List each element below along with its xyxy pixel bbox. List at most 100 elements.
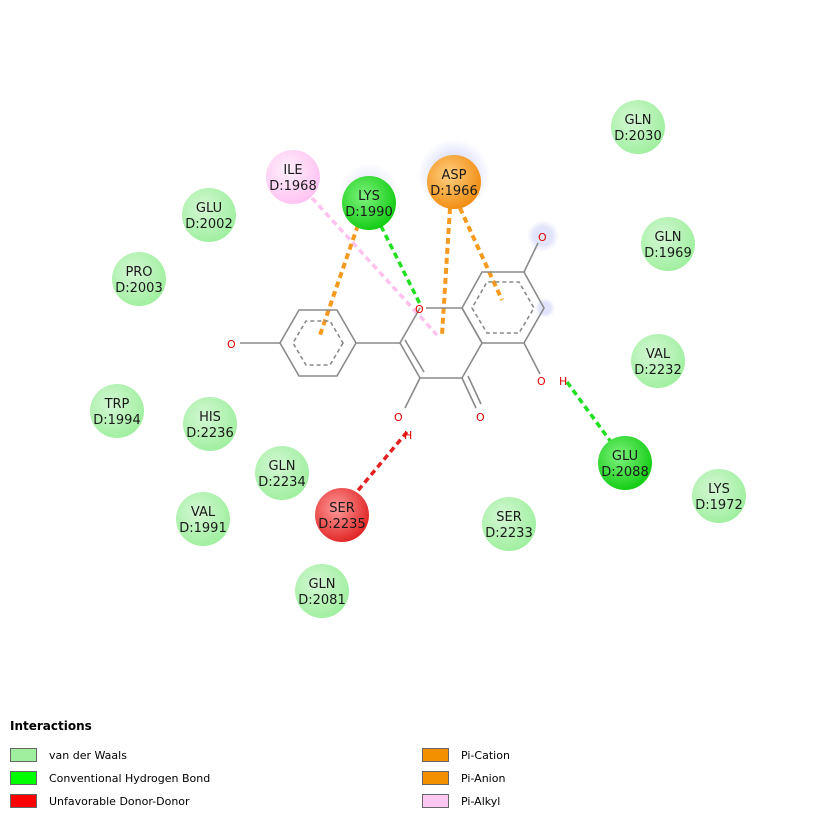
legend-item: Pi-Cation	[422, 747, 510, 763]
legend: Interactions van der Waals Conventional H…	[10, 718, 810, 818]
legend-item: Unfavorable Donor-Donor	[10, 793, 190, 809]
oxygen-atom: O	[476, 411, 485, 424]
ligand-atom-halo	[527, 220, 559, 252]
ligand-atom-halo	[535, 298, 555, 318]
interaction-line-hbond	[379, 225, 422, 305]
residue-circle	[112, 252, 166, 306]
residue-circle	[427, 155, 481, 209]
bond	[461, 377, 477, 409]
legend-swatch	[422, 794, 449, 808]
residue-circle	[255, 446, 309, 500]
legend-swatch	[422, 771, 449, 785]
legend-label: van der Waals	[49, 748, 127, 762]
legend-swatch	[10, 794, 37, 808]
oxygen-atom: O	[537, 375, 546, 388]
residue-name: ASP	[442, 168, 467, 183]
residue-circle	[482, 497, 536, 551]
residue-circle	[266, 150, 320, 204]
interaction-line-pi	[458, 207, 504, 301]
phenyl-ring	[279, 309, 357, 377]
residue-name: GLU	[612, 449, 638, 464]
legend-swatch	[10, 771, 37, 785]
legend-label: Unfavorable Donor-Donor	[49, 794, 190, 808]
residue-circle	[641, 217, 695, 271]
residue-number: D:2235	[318, 517, 365, 532]
residue-name: LYS	[358, 189, 380, 204]
legend-title: Interactions	[10, 719, 92, 733]
residue-name: GLU	[196, 201, 222, 216]
legend-item: Pi-Alkyl	[422, 793, 500, 809]
legend-item: van der Waals	[10, 747, 127, 763]
bond	[523, 342, 541, 375]
residue-number: D:2236	[186, 426, 233, 441]
residue-number: D:1994	[93, 413, 140, 428]
legend-swatch	[10, 748, 37, 762]
residue-name: PRO	[125, 265, 152, 280]
legend-item: Conventional Hydrogen Bond	[10, 770, 210, 786]
interaction-line-pi	[440, 207, 452, 336]
interaction-line-pialkyl	[310, 196, 439, 337]
interaction-diagram: O O O H O O O H GLND:2030ILED:1968LYSD:1…	[90, 100, 746, 618]
residue-circle	[342, 176, 396, 230]
oxygen-atom: O	[538, 231, 547, 244]
residue-name: GLN	[308, 577, 335, 592]
bond	[523, 242, 539, 273]
residue-name: TRP	[104, 397, 130, 412]
interaction-lines	[310, 196, 613, 502]
bond	[461, 342, 483, 379]
residue-circle	[315, 488, 369, 542]
bond	[404, 377, 421, 409]
bond	[467, 375, 482, 405]
benzo-ring-aromatic	[471, 281, 535, 334]
interaction-line-hbond	[565, 380, 613, 444]
residue-name: LYS	[708, 482, 730, 497]
residue-circle	[692, 469, 746, 523]
residue-circle	[176, 492, 230, 546]
residue-number: D:2234	[258, 475, 305, 490]
residue-number: D:2233	[485, 526, 532, 541]
residue-circle	[295, 564, 349, 618]
residue-name: VAL	[191, 505, 216, 520]
oxygen-atom: O	[227, 338, 236, 351]
legend-item: Pi-Anion	[422, 770, 505, 786]
residue-name: ILE	[283, 163, 302, 178]
residue-name: SER	[329, 501, 355, 516]
residue-name: HIS	[199, 410, 221, 425]
residue-number: D:2003	[115, 281, 162, 296]
legend-swatch	[422, 748, 449, 762]
residue-name: GLN	[654, 230, 681, 245]
residue-number: D:2088	[601, 465, 648, 480]
residue-number: D:2081	[298, 593, 345, 608]
oxygen-atom: O	[415, 303, 424, 316]
residue-name: SER	[496, 510, 522, 525]
interaction-line-pi	[318, 224, 360, 336]
oxygen-atom: O	[394, 411, 403, 424]
residue-name: GLN	[624, 113, 651, 128]
residue-number: D:2030	[614, 129, 661, 144]
residue-circle	[183, 397, 237, 451]
ligand-molecule	[240, 242, 545, 409]
residue-number: D:1991	[179, 521, 226, 536]
ligand-atoms: O O O H O O O H	[227, 231, 567, 442]
residue-number: D:1990	[345, 205, 392, 220]
benzo-ring	[461, 271, 545, 344]
residue-circle	[90, 384, 144, 438]
legend-label: Pi-Alkyl	[461, 794, 501, 808]
residue-number: D:2232	[634, 363, 681, 378]
legend-label: Pi-Anion	[461, 771, 506, 785]
residue-number: D:1972	[695, 498, 742, 513]
residues: GLND:2030ILED:1968LYSD:1990ASPD:1966GLUD…	[90, 100, 746, 618]
